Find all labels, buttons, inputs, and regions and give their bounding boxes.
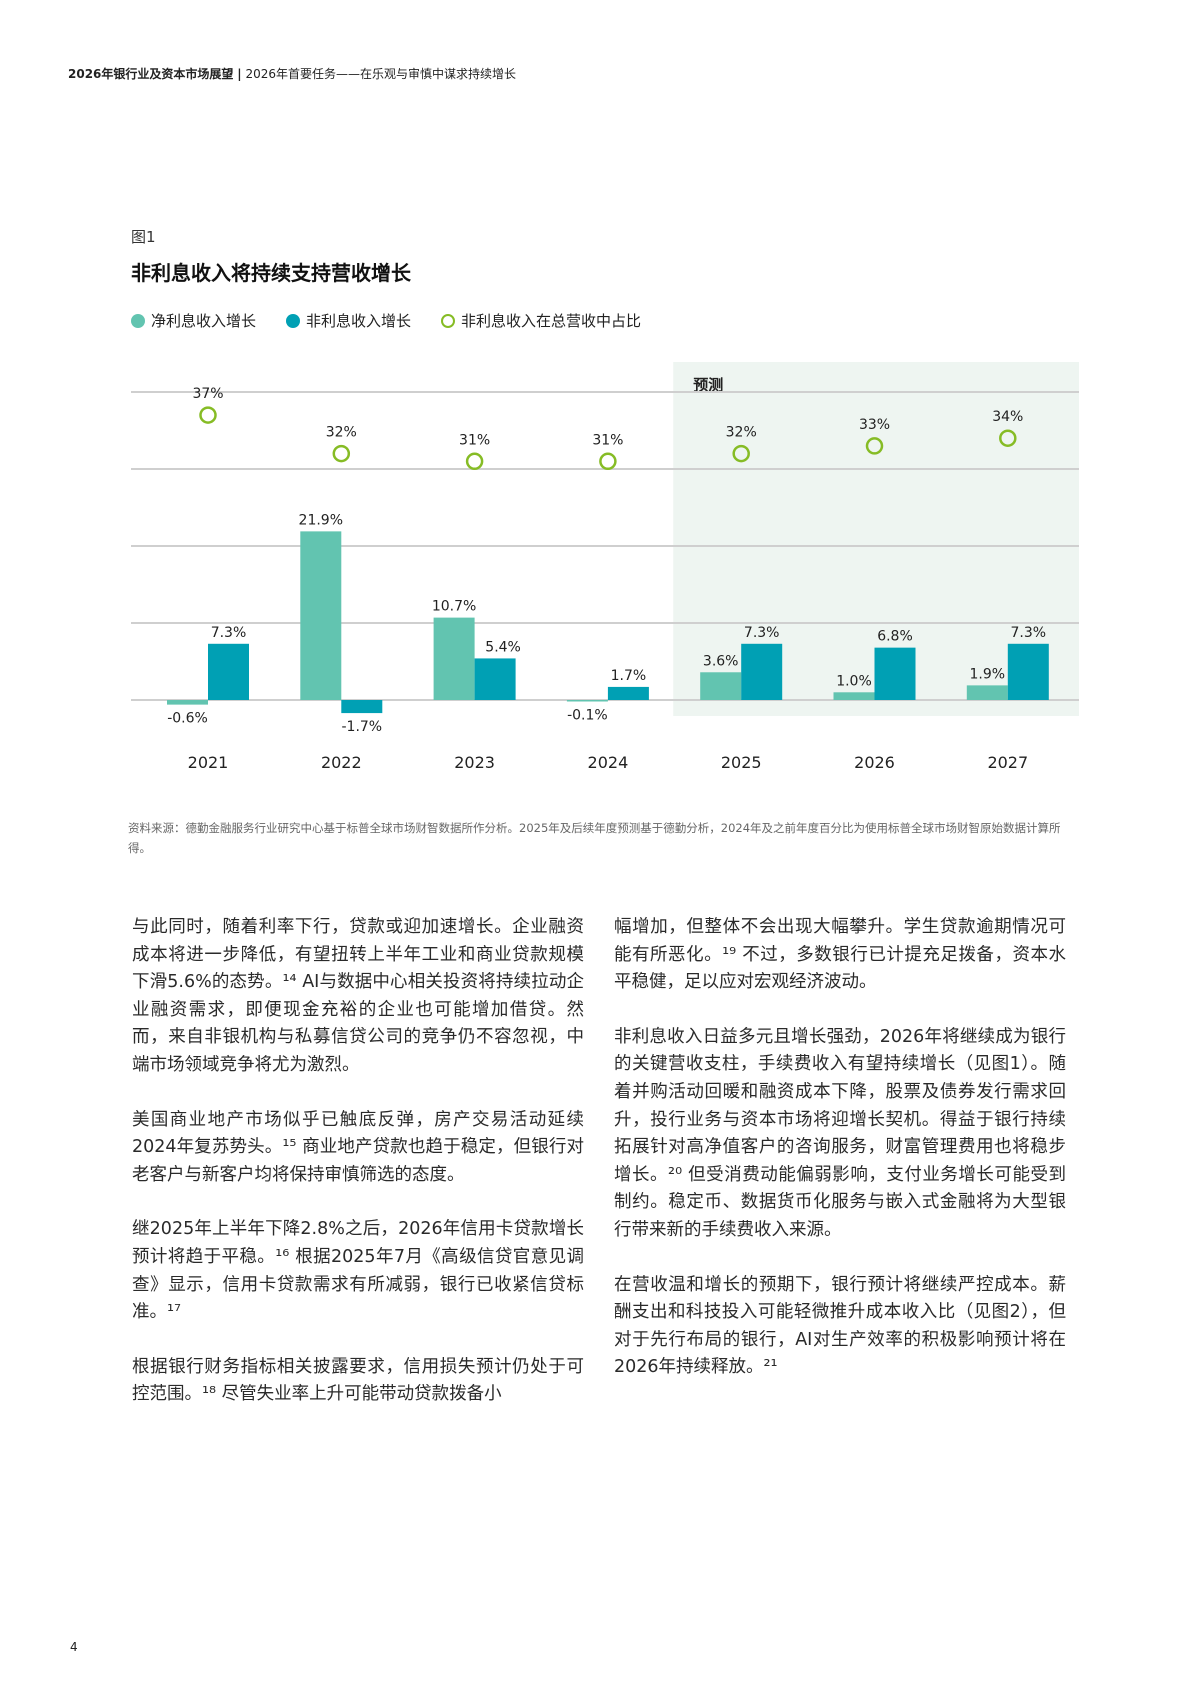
bar-value-label: -0.1% (567, 708, 608, 724)
x-axis-tick-label: 2027 (987, 753, 1028, 772)
bar-value-label: 7.3% (1011, 625, 1047, 641)
share-marker (199, 406, 217, 424)
bar-value-label: 5.4% (485, 639, 521, 655)
header-separator: | (237, 67, 242, 81)
bar-non-interest-income (1007, 643, 1049, 700)
bar-non-interest-income (874, 647, 916, 700)
bar-value-label: 6.8% (877, 629, 913, 645)
legend-swatch-filled-icon (131, 313, 145, 328)
share-marker (999, 429, 1017, 447)
section-title: 2026年首要任务——在乐观与审慎中谋求持续增长 (245, 67, 516, 81)
paragraph: 美国商业地产市场似乎已触底反弹，房产交易活动延续2024年复苏势头。¹⁵ 商业地… (132, 1109, 584, 1185)
bar-value-label: 7.3% (744, 625, 780, 641)
bar-non-interest-income (474, 658, 516, 700)
x-axis-tick-label: 2021 (188, 753, 229, 772)
report-title: 2026年银行业及资本市场展望 (68, 67, 234, 81)
body-column-right: 幅增加，但整体不会出现大幅攀升。学生贷款逾期情况可能有所恶化。¹⁹ 不过，多数银… (614, 914, 1066, 1409)
running-header: 2026年银行业及资本市场展望 | 2026年首要任务——在乐观与审慎中谋求持续… (68, 65, 516, 82)
bar-value-label: 1.0% (836, 673, 872, 689)
bar-value-label: 7.3% (211, 625, 247, 641)
bar-net-interest-income (566, 700, 608, 702)
bar-value-label: -1.7% (341, 719, 382, 735)
x-axis-tick-label: 2023 (454, 753, 495, 772)
bar-net-interest-income (433, 617, 475, 700)
bar-non-interest-income (341, 700, 383, 714)
paragraph: 继2025年上半年下降2.8%之后，2026年信用卡贷款增长预计将趋于平稳。¹⁶… (132, 1219, 584, 1323)
bar-net-interest-income (966, 685, 1008, 700)
legend-item-net-interest: 净利息收入增长 (131, 310, 256, 331)
bar-value-label: 3.6% (703, 653, 739, 669)
share-marker (332, 444, 351, 463)
x-axis-tick-label: 2026 (854, 753, 895, 772)
legend-item-share: 非利息收入在总营收中占比 (441, 310, 641, 331)
bar-value-label: 10.7% (432, 599, 476, 615)
legend-swatch-filled-icon (286, 313, 301, 328)
paragraph: 与此同时，随着利率下行，贷款或迎加速增长。企业融资成本将进一步降低，有望扭转上半… (132, 917, 584, 1075)
figure-source: 资料来源：德勤金融服务行业研究中心基于标普全球市场财智数据所作分析。2025年及… (128, 821, 1061, 855)
share-value-label: 32% (726, 425, 757, 441)
paragraph: 根据银行财务指标相关披露要求，信用损失预计仍处于可控范围。¹⁸ 尽管失业率上升可… (132, 1356, 584, 1405)
bar-net-interest-income (167, 700, 208, 705)
share-value-label: 33% (859, 417, 890, 433)
x-axis-tick-label: 2025 (721, 753, 762, 772)
bar-value-label: 1.9% (970, 666, 1006, 682)
bar-value-label: -0.6% (167, 711, 208, 727)
share-value-label: 37% (192, 386, 223, 402)
body-column-left: 与此同时，随着利率下行，贷款或迎加速增长。企业融资成本将进一步降低，有望扭转上半… (132, 914, 584, 1436)
bar-non-interest-income (741, 643, 783, 700)
bar-non-interest-income (208, 643, 249, 700)
share-marker (865, 437, 884, 455)
share-value-label: 31% (459, 432, 490, 448)
share-marker (465, 452, 484, 471)
x-axis-tick-label: 2022 (321, 753, 362, 772)
paragraph: 非利息收入日益多元且增长强劲，2026年将继续成为银行的关键营收支柱，手续费收入… (614, 1026, 1066, 1240)
forecast-label: 预测 (693, 376, 723, 394)
bar-value-label: 21.9% (299, 512, 343, 528)
x-axis-tick-label: 2024 (588, 753, 629, 772)
bar-net-interest-income (833, 692, 875, 700)
legend-label: 非利息收入在总营收中占比 (461, 312, 642, 330)
legend-item-non-interest: 非利息收入增长 (286, 310, 411, 331)
bar-value-label: 1.7% (611, 668, 647, 684)
legend-label: 非利息收入增长 (306, 312, 412, 330)
legend-label: 净利息收入增长 (151, 312, 257, 330)
share-marker (599, 452, 617, 471)
chart-legend: 净利息收入增长 非利息收入增长 非利息收入在总营收中占比 (131, 310, 641, 331)
share-value-label: 31% (592, 432, 623, 448)
figure-title: 非利息收入将持续支持营收增长 (131, 261, 411, 285)
share-marker (732, 444, 750, 463)
bar-net-interest-income (300, 531, 342, 700)
page-number: 4 (70, 1640, 78, 1654)
legend-swatch-outline-icon (441, 313, 456, 328)
figure-label: 图1 (131, 228, 156, 246)
share-value-label: 34% (992, 409, 1023, 425)
bar-chart: 预测 -0.6% 7.3% 37% 2021 21.9% -1.7% 32% 2022 10.7%… (131, 362, 1079, 772)
bar-non-interest-income (607, 686, 649, 700)
paragraph: 在营收温和增长的预期下，银行预计将继续严控成本。薪酬支出和科技投入可能轻微推升成… (614, 1274, 1066, 1378)
bar-net-interest-income (700, 672, 742, 700)
share-value-label: 32% (326, 425, 357, 441)
paragraph: 幅增加，但整体不会出现大幅攀升。学生贷款逾期情况可能有所恶化。¹⁹ 不过，多数银… (614, 917, 1066, 993)
